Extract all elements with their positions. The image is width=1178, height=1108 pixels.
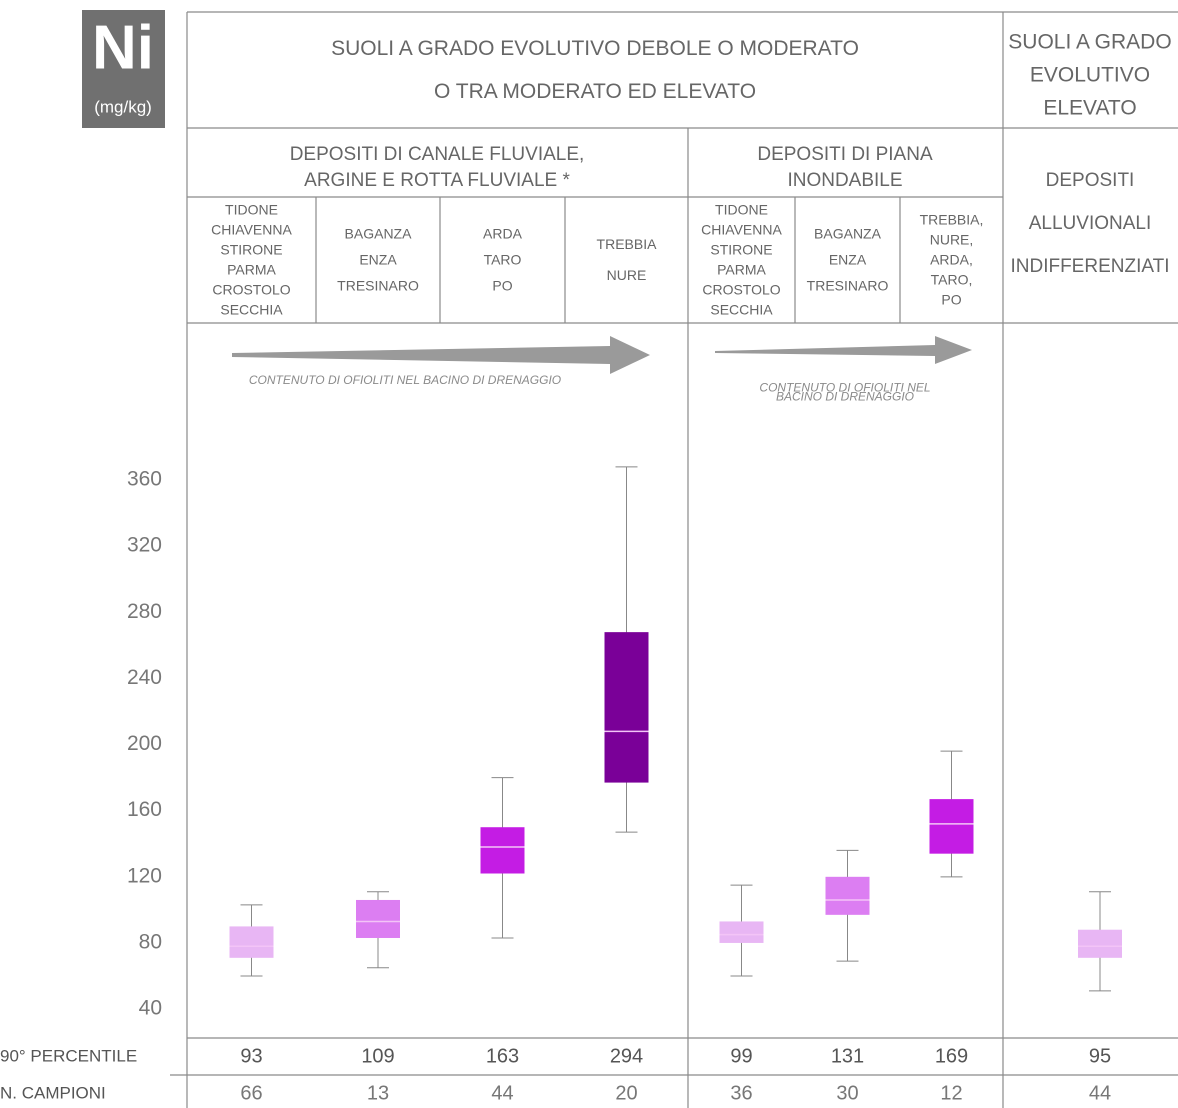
x-tick-label: TREBBIA, — [920, 212, 984, 228]
box — [480, 827, 525, 874]
subgroup-header: DEPOSITI DI PIANA — [757, 144, 933, 165]
x-tick-label: STIRONE — [710, 242, 772, 258]
annotation: CONTENUTO DI OFIOLITI NEL — [759, 381, 930, 395]
y-tick-label: 160 — [127, 798, 162, 821]
subgroup-header: ARGINE E ROTTA FLUVIALE * — [304, 170, 570, 191]
badge — [82, 10, 165, 128]
x-tick-label: ENZA — [829, 252, 867, 268]
x-tick-label: TARO, — [931, 272, 973, 288]
annotation: CONTENUTO DI OFIOLITI NEL BACINO DI DREN… — [249, 373, 561, 387]
x-tick-label: CHIAVENNA — [211, 222, 292, 238]
row-value: 44 — [1089, 1082, 1111, 1104]
x-tick-label: TRESINARO — [807, 278, 889, 294]
arrow — [715, 336, 972, 364]
x-tick-label: TRESINARO — [337, 278, 419, 294]
row-label: 90° PERCENTILE — [0, 1046, 137, 1065]
group-header: EVOLUTIVO — [1030, 64, 1150, 87]
row-value: 66 — [240, 1082, 262, 1104]
x-tick-label: PARMA — [717, 262, 766, 278]
row-value: 131 — [831, 1045, 864, 1067]
row-label: N. CAMPIONI — [0, 1083, 106, 1102]
group-header: O TRA MODERATO ED ELEVATO — [434, 80, 756, 103]
x-tick-label: CROSTOLO — [702, 282, 780, 298]
subgroup-header: DEPOSITI DI CANALE FLUVIALE, — [290, 144, 585, 165]
row-value: 169 — [935, 1045, 968, 1067]
y-tick-label: 120 — [127, 864, 162, 887]
x-tick-label: ENZA — [359, 252, 397, 268]
row-value: 30 — [836, 1082, 858, 1104]
x-tick-label: ARDA, — [930, 252, 973, 268]
box — [229, 926, 274, 958]
group-header: SUOLI A GRADO — [1008, 31, 1171, 54]
x-tick-label: PO — [492, 278, 512, 294]
box — [719, 921, 764, 943]
subgroup-header: INONDABILE — [787, 170, 902, 191]
unit-label: (mg/kg) — [94, 97, 152, 116]
row-value: 20 — [615, 1082, 637, 1104]
x-tick-label: ARDA — [483, 226, 523, 242]
x-tick-label: PARMA — [227, 262, 276, 278]
subgroup-header: DEPOSITI — [1046, 170, 1135, 191]
y-tick-label: 200 — [127, 732, 162, 755]
subgroup-header: INDIFFERENZIATI — [1010, 256, 1169, 277]
x-tick-label: SECCHIA — [710, 302, 773, 318]
box — [356, 899, 400, 938]
group-header: ELEVATO — [1043, 97, 1136, 120]
row-value: 13 — [367, 1082, 389, 1104]
box — [825, 876, 870, 915]
x-tick-label: TIDONE — [225, 202, 278, 218]
x-tick-label: CROSTOLO — [212, 282, 290, 298]
row-value: 95 — [1089, 1045, 1111, 1067]
box — [604, 632, 649, 783]
x-tick-label: BAGANZA — [814, 226, 882, 242]
y-tick-label: 240 — [127, 666, 162, 689]
row-value: 109 — [361, 1045, 394, 1067]
y-tick-label: 320 — [127, 534, 162, 557]
y-tick-label: 40 — [139, 997, 162, 1020]
row-value: 44 — [491, 1082, 513, 1104]
x-tick-label: STIRONE — [220, 242, 282, 258]
row-value: 36 — [730, 1082, 752, 1104]
chart-title: Ni — [92, 13, 154, 82]
x-tick-label: BAGANZA — [345, 226, 413, 242]
box — [929, 799, 974, 854]
table-lines — [170, 11, 1178, 1108]
row-value: 163 — [486, 1045, 519, 1067]
annotation: BACINO DI DRENAGGIO — [776, 390, 914, 404]
group-header: SUOLI A GRADO EVOLUTIVO DEBOLE O MODERAT… — [331, 37, 859, 60]
x-tick-label: TIDONE — [715, 202, 768, 218]
arrow — [232, 336, 650, 374]
x-tick-label: TREBBIA — [597, 236, 658, 252]
row-value: 99 — [730, 1045, 752, 1067]
box — [1078, 929, 1122, 958]
x-tick-label: SECCHIA — [220, 302, 283, 318]
x-tick-label: NURE, — [930, 232, 974, 248]
row-value: 93 — [240, 1045, 262, 1067]
y-tick-label: 360 — [127, 468, 162, 491]
y-tick-label: 80 — [139, 930, 162, 953]
x-tick-label: PO — [941, 292, 961, 308]
subgroup-header: ALLUVIONALI — [1029, 213, 1152, 234]
x-tick-label: TARO — [484, 252, 522, 268]
x-tick-label: NURE — [607, 267, 647, 283]
row-value: 294 — [610, 1045, 643, 1067]
y-tick-label: 280 — [127, 600, 162, 623]
row-value: 12 — [940, 1082, 962, 1104]
x-tick-label: CHIAVENNA — [701, 222, 782, 238]
